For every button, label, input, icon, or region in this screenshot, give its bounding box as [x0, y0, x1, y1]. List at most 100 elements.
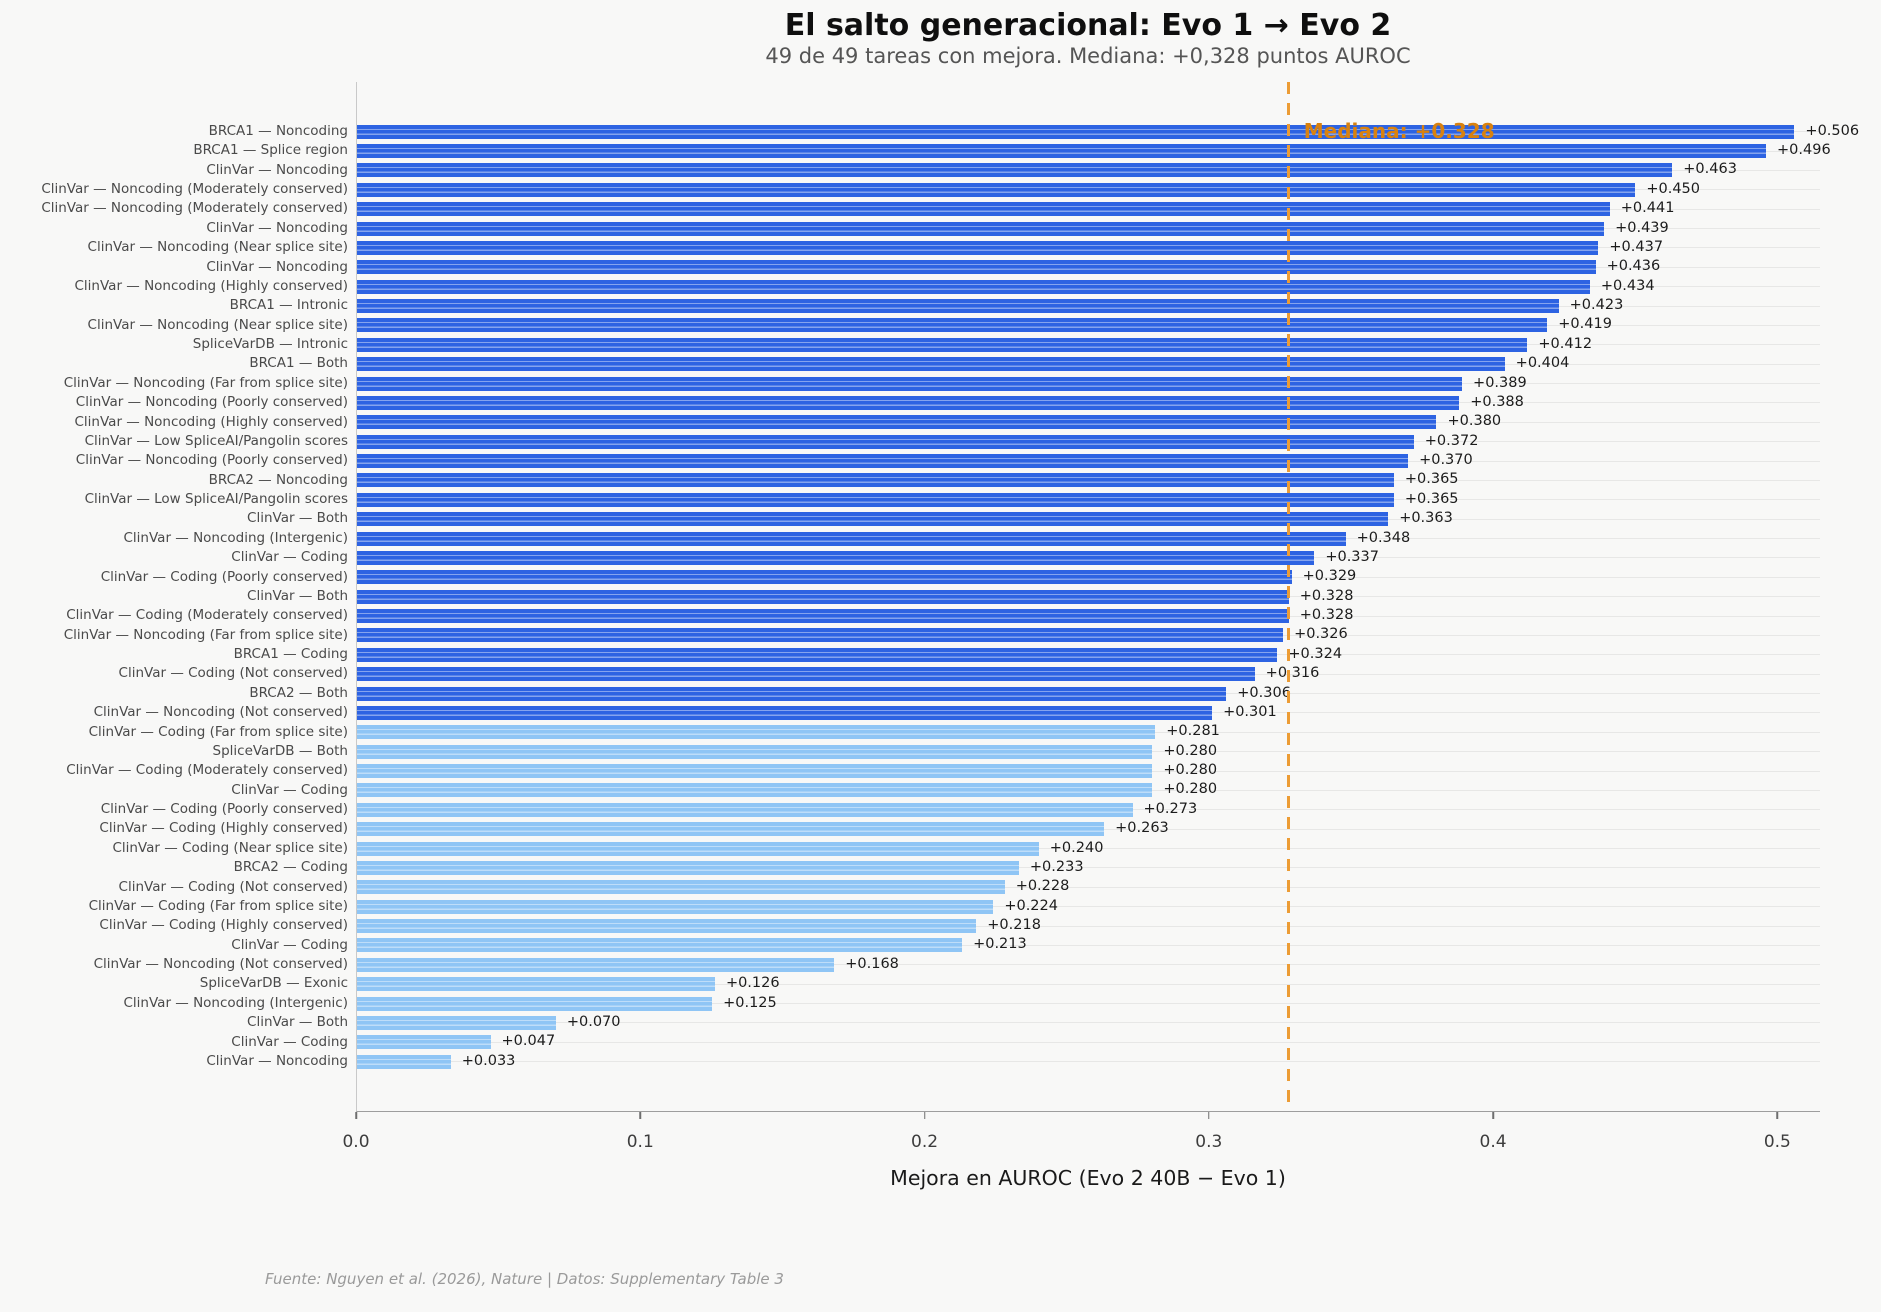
category-label: BRCA2 — Both: [249, 684, 348, 701]
value-label: +0.280: [1163, 762, 1218, 779]
value-label: +0.348: [1356, 529, 1411, 546]
value-label: +0.496: [1777, 142, 1831, 159]
gridline: [357, 944, 1820, 946]
value-label: +0.213: [973, 936, 1027, 953]
bar-row: +0.363 ClinVar — Both: [247, 510, 1820, 529]
bar-row: +0.224 ClinVar — Coding (Far from splice …: [89, 897, 1820, 916]
value-label: +0.329: [1302, 568, 1357, 585]
gridline: [357, 867, 1820, 869]
value-label: +0.372: [1424, 432, 1479, 449]
value-label: +0.047: [501, 1033, 556, 1050]
bar-track: +0.033: [357, 1052, 1820, 1071]
bar-track: +0.126: [357, 975, 1820, 994]
value-label: +0.463: [1683, 161, 1737, 178]
bar-row: +0.218 ClinVar — Coding (Highly conserved…: [99, 916, 1820, 935]
bar-track: +0.326: [357, 626, 1820, 645]
bar-track: +0.412: [357, 335, 1820, 354]
bar: [357, 841, 1039, 856]
category-label: BRCA1 — Coding: [233, 646, 348, 663]
bar-track: +0.316: [357, 665, 1820, 684]
value-label: +0.419: [1558, 316, 1612, 333]
source-note: Fuente: Nguyen et al. (2026), Nature | D…: [265, 1270, 784, 1288]
tick-mark: [355, 1112, 357, 1119]
bar-row: +0.365 BRCA2 — Noncoding: [209, 471, 1820, 490]
bar-row: +0.316 ClinVar — Coding (Not conserved): [119, 665, 1820, 684]
bar: [357, 570, 1292, 585]
value-label: +0.263: [1115, 820, 1169, 837]
bar-row: +0.337 ClinVar — Coding: [231, 548, 1820, 567]
bar-track: +0.280: [357, 761, 1820, 780]
bar: [357, 667, 1255, 682]
category-label: ClinVar — Noncoding (Moderately conserve…: [41, 181, 348, 198]
category-label: ClinVar — Coding (Far from splice site): [88, 897, 348, 914]
bar: [357, 299, 1559, 314]
value-label: +0.281: [1166, 723, 1220, 740]
gridline: [357, 983, 1820, 985]
bar-track: +0.365: [357, 490, 1820, 509]
value-label: +0.306: [1237, 684, 1291, 701]
category-label: ClinVar — Noncoding (Highly conserved): [74, 413, 349, 430]
category-label: ClinVar — Noncoding (Intergenic): [123, 994, 349, 1011]
category-label: ClinVar — Noncoding (Highly conserved): [74, 277, 349, 294]
bar: [357, 182, 1636, 197]
bar-track: +0.496: [357, 141, 1831, 160]
category-label: ClinVar — Coding (Moderately conserved): [66, 762, 348, 779]
value-label: +0.218: [987, 917, 1041, 934]
bar-track: +0.218: [357, 916, 1820, 935]
bar-row: +0.281 ClinVar — Coding (Far from splice …: [89, 723, 1820, 742]
bar: [357, 802, 1133, 817]
bar-track: +0.380: [357, 413, 1820, 432]
category-label: ClinVar — Noncoding (Moderately conserve…: [41, 200, 348, 217]
bar-row: +0.328 ClinVar — Both: [247, 587, 1820, 606]
bar: [357, 705, 1213, 720]
value-label: +0.328: [1299, 587, 1354, 604]
bar: [357, 589, 1289, 604]
bar-row: +0.328 ClinVar — Coding (Moderately conse…: [66, 606, 1820, 625]
bar: [357, 221, 1605, 236]
bar-row: +0.412 SpliceVarDB — Intronic: [193, 335, 1820, 354]
value-label: +0.228: [1015, 878, 1070, 895]
bar: [357, 531, 1346, 546]
bar-row: +0.436 ClinVar — Noncoding: [206, 258, 1820, 277]
bar-track: +0.301: [357, 703, 1820, 722]
category-label: ClinVar — Both: [247, 510, 348, 527]
value-label: +0.328: [1299, 607, 1354, 624]
category-label: ClinVar — Both: [247, 587, 348, 604]
bar-row: +0.419 ClinVar — Noncoding (Near splice s…: [88, 316, 1820, 335]
value-label: +0.070: [566, 1013, 621, 1030]
bar: [357, 822, 1105, 837]
bar: [357, 744, 1153, 759]
value-label: +0.436: [1606, 258, 1661, 275]
bar-track: +0.224: [357, 897, 1820, 916]
category-label: ClinVar — Noncoding (Near splice site): [87, 316, 348, 333]
value-label: +0.280: [1163, 781, 1218, 798]
value-label: +0.125: [723, 994, 777, 1011]
category-label: ClinVar — Coding: [231, 549, 348, 566]
gridline: [357, 886, 1820, 888]
value-label: +0.240: [1049, 839, 1104, 856]
value-label: +0.365: [1404, 490, 1459, 507]
category-label: ClinVar — Coding (Not conserved): [118, 665, 348, 682]
bar: [357, 318, 1548, 333]
category-label: ClinVar — Coding (Poorly conserved): [100, 568, 348, 585]
value-label: +0.506: [1805, 122, 1860, 139]
bar: [357, 357, 1505, 372]
category-label: ClinVar — Coding: [231, 936, 348, 953]
category-label: ClinVar — Noncoding: [206, 258, 348, 275]
category-label: ClinVar — Noncoding (Poorly conserved): [75, 394, 348, 411]
value-label: +0.439: [1615, 219, 1669, 236]
bar-row: +0.280 ClinVar — Coding (Moderately conse…: [66, 761, 1820, 780]
tick-label: 0.2: [911, 1132, 939, 1152]
bar-row: +0.233 BRCA2 — Coding: [234, 858, 1820, 877]
bar-row: +0.033 ClinVar — Noncoding: [206, 1052, 1820, 1071]
tick-mark: [639, 1112, 642, 1119]
category-label: BRCA1 — Intronic: [229, 297, 348, 314]
bar: [357, 337, 1528, 352]
category-label: ClinVar — Coding (Highly conserved): [99, 917, 348, 934]
chart-subtitle: 49 de 49 tareas con mejora. Mediana: +0,…: [765, 44, 1411, 68]
bar: [357, 1015, 556, 1030]
bar-track: +0.273: [357, 800, 1820, 819]
bar-row: +0.463 ClinVar — Noncoding: [206, 161, 1820, 180]
bar-track: +0.329: [357, 568, 1820, 587]
bar: [357, 376, 1463, 391]
